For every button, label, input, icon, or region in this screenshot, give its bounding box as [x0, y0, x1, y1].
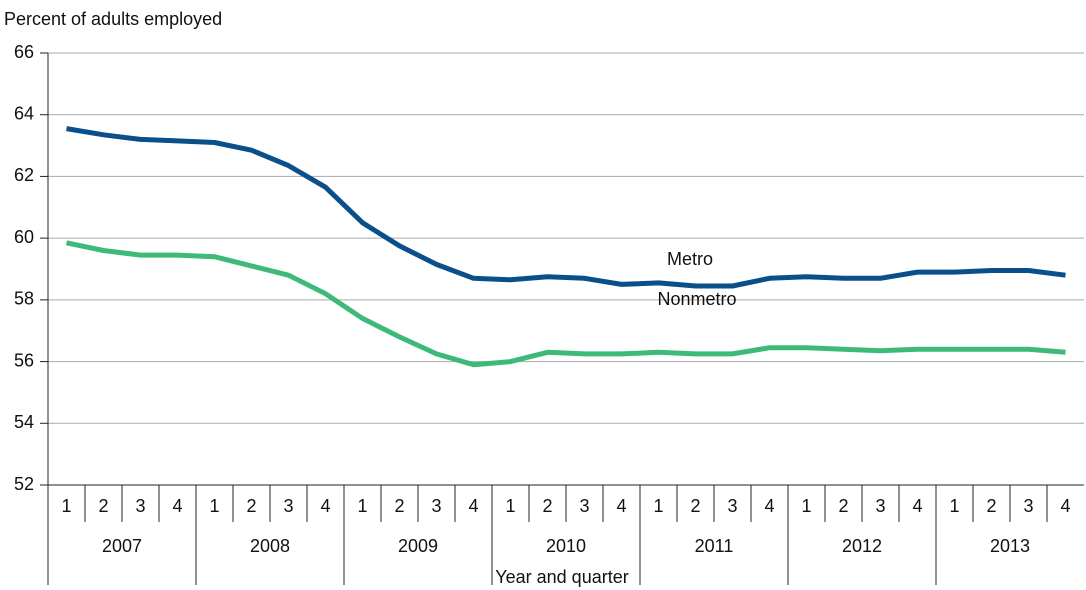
series-label: Metro	[667, 249, 713, 269]
x-tick-label: 2	[98, 496, 108, 516]
x-tick-label: 3	[875, 496, 885, 516]
y-tick-label: 52	[14, 474, 34, 494]
y-tick-label: 62	[14, 165, 34, 185]
y-tick-label: 56	[14, 350, 34, 370]
x-tick-label: 2	[542, 496, 552, 516]
x-tick-label: 1	[505, 496, 515, 516]
y-tick-label: 64	[14, 103, 34, 123]
x-tick-label: 1	[801, 496, 811, 516]
x-tick-label: 1	[653, 496, 663, 516]
series-line	[66, 126, 1066, 289]
x-tick-label: 4	[1060, 496, 1070, 516]
y-tick-label: 66	[14, 42, 34, 62]
x-tick-label: 3	[283, 496, 293, 516]
group-label: 2008	[250, 536, 290, 556]
x-tick-label: 3	[727, 496, 737, 516]
series-line	[65, 240, 1066, 368]
x-tick-label: 4	[320, 496, 330, 516]
x-tick-label: 4	[764, 496, 774, 516]
y-tick-label: 58	[14, 289, 34, 309]
x-tick-label: 2	[838, 496, 848, 516]
group-label: 2010	[546, 536, 586, 556]
group-label: 2009	[398, 536, 438, 556]
x-tick-label: 1	[357, 496, 367, 516]
group-label: 2007	[102, 536, 142, 556]
x-tick-label: 2	[690, 496, 700, 516]
y-tick-label: 54	[14, 412, 34, 432]
x-tick-label: 2	[246, 496, 256, 516]
x-tick-label: 1	[209, 496, 219, 516]
group-label: 2012	[842, 536, 882, 556]
x-tick-label: 2	[986, 496, 996, 516]
group-label: 2013	[990, 536, 1030, 556]
x-tick-label: 3	[135, 496, 145, 516]
series-label: Nonmetro	[657, 289, 736, 309]
x-tick-label: 1	[949, 496, 959, 516]
x-tick-label: 4	[616, 496, 626, 516]
y-tick-label: 60	[14, 227, 34, 247]
x-tick-label: 4	[172, 496, 182, 516]
x-tick-label: 2	[394, 496, 404, 516]
y-axis-label: Percent of adults employed	[4, 9, 222, 29]
group-label: 2011	[695, 536, 734, 556]
x-tick-label: 1	[61, 496, 71, 516]
x-tick-label: 3	[1023, 496, 1033, 516]
x-tick-label: 3	[579, 496, 589, 516]
x-tick-label: 4	[468, 496, 478, 516]
x-tick-label: 3	[431, 496, 441, 516]
x-axis-label: Year and quarter	[495, 567, 628, 587]
x-tick-label: 4	[912, 496, 922, 516]
